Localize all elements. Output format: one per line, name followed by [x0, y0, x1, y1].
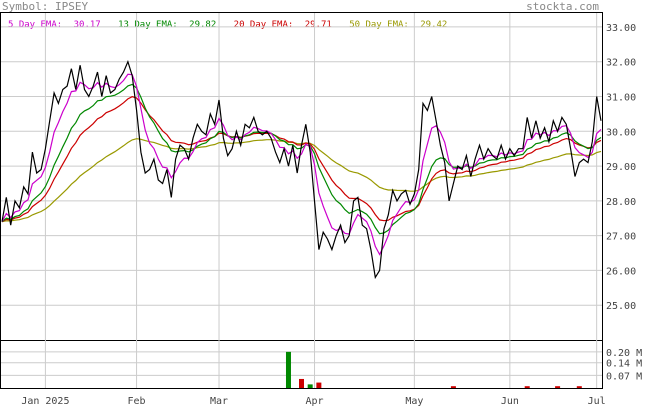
volume-bar [524, 386, 530, 388]
price-axis: 25.00 26.00 27.00 28.00 29.00 30.00 31.00 32.00… [606, 23, 636, 312]
price-tick-label: 28.00 [606, 197, 636, 208]
date-tick-label: Jul [588, 396, 606, 406]
legend-ema20-label: 20 Day EMA: [233, 20, 294, 30]
price-tick-label: 25.00 [606, 301, 636, 312]
price-layer [1, 59, 602, 280]
price-tick-label: 26.00 [606, 266, 636, 277]
date-tick-label: Apr [305, 396, 323, 406]
legend-ema5-value: 30.17 [73, 20, 101, 30]
legend-ema50: 50 Day EMA: 29.42 [349, 20, 453, 30]
legend-ema20-value: 29.71 [304, 20, 332, 30]
price-tick-label: 29.00 [606, 162, 636, 173]
volume-bar [555, 386, 561, 388]
legend-ema5-label: 5 Day EMA: [8, 20, 63, 30]
price-tick-label: 30.00 [606, 127, 636, 138]
volume-layer [285, 351, 582, 388]
price-tick-label: 27.00 [606, 232, 636, 243]
ema-20-line [1, 96, 602, 223]
date-axis: Jan 2025 Feb Mar Apr May Jun Jul [21, 396, 605, 406]
volume-axis: 0.07 M0.14 M0.20 M [606, 348, 642, 383]
site-brand[interactable]: stockta.com [526, 0, 599, 13]
grid-layer [1, 13, 602, 388]
ema-layer [1, 73, 602, 256]
date-tick-label: Feb [128, 396, 146, 406]
date-tick-label: Mar [210, 396, 228, 406]
legend-ema13-label: 13 Day EMA: [118, 20, 178, 30]
ema-legend: 5 Day EMA: 30.17 13 Day EMA: 29.82 20 Da… [8, 20, 459, 30]
legend-ema5: 5 Day EMA: 30.17 [8, 20, 107, 30]
legend-ema13-value: 29.82 [189, 20, 217, 30]
volume-bar [299, 378, 304, 388]
date-tick-label: Jun [501, 396, 519, 406]
volume-bar [450, 386, 456, 388]
price-tick-label: 32.00 [606, 58, 636, 69]
volume-bar [285, 351, 291, 388]
date-tick-label: May [405, 396, 423, 406]
legend-ema50-value: 29.42 [420, 20, 448, 30]
volume-bar [576, 386, 582, 388]
volume-panel-frame [0, 340, 603, 389]
legend-ema13: 13 Day EMA: 29.82 [118, 20, 222, 30]
ema-13-line [1, 83, 602, 235]
legend-ema20: 20 Day EMA: 29.71 [234, 20, 338, 30]
volume-tick-label: 0.20 M [606, 348, 642, 359]
volume-bar [316, 382, 322, 388]
price-tick-label: 33.00 [606, 23, 636, 34]
legend-ema50-label: 50 Day EMA: [349, 20, 409, 30]
price-line [1, 59, 602, 280]
volume-tick-label: 0.14 M [606, 359, 642, 370]
volume-bar [307, 384, 313, 388]
price-tick-label: 31.00 [606, 92, 636, 103]
volume-tick-label: 0.07 M [606, 371, 642, 382]
ema-5-line [1, 73, 602, 256]
symbol-label: Symbol: IPSEY [2, 0, 89, 13]
date-tick-label: Jan 2025 [21, 396, 69, 406]
